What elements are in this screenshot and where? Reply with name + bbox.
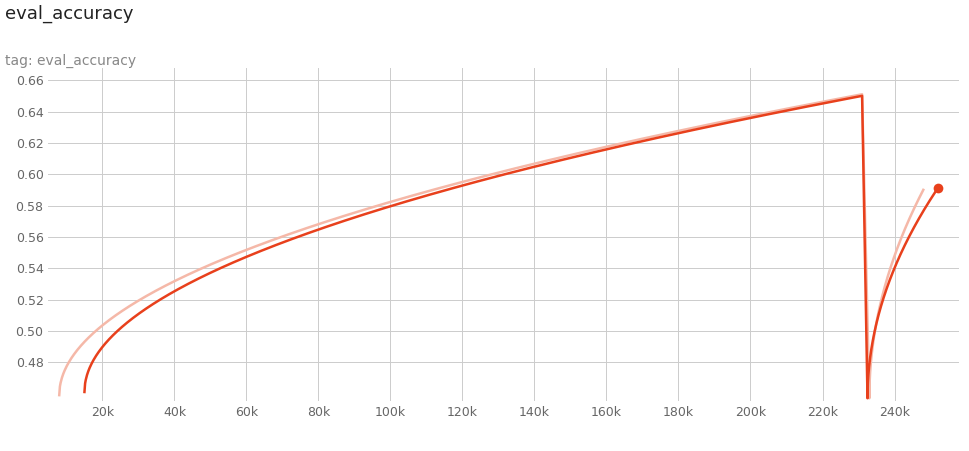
Text: eval_accuracy: eval_accuracy [5,5,134,23]
Text: tag: eval_accuracy: tag: eval_accuracy [5,54,136,68]
